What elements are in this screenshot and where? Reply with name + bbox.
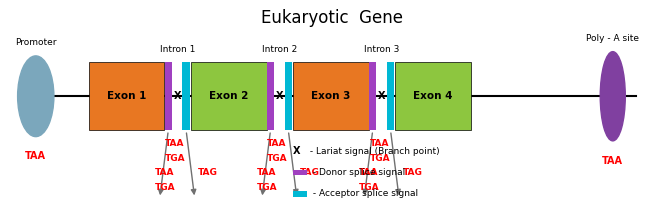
- Bar: [395, 62, 471, 130]
- Bar: [293, 170, 307, 175]
- Text: TGA: TGA: [165, 154, 186, 163]
- Bar: [293, 191, 307, 197]
- Bar: [369, 62, 376, 130]
- Text: TAG: TAG: [300, 169, 320, 177]
- Ellipse shape: [600, 52, 625, 141]
- Text: TAA: TAA: [25, 152, 47, 162]
- Text: Exon 3: Exon 3: [311, 91, 350, 101]
- Text: Intron 2: Intron 2: [262, 45, 297, 54]
- Text: TAA: TAA: [359, 169, 378, 177]
- Bar: [191, 62, 267, 130]
- Text: TAA: TAA: [602, 156, 623, 166]
- Text: TGA: TGA: [267, 154, 288, 163]
- Ellipse shape: [17, 56, 54, 137]
- Text: X: X: [293, 146, 301, 157]
- Text: TAA: TAA: [257, 169, 276, 177]
- Text: TAA: TAA: [154, 169, 174, 177]
- Text: TGA: TGA: [154, 183, 175, 192]
- Bar: [387, 62, 394, 130]
- Text: Exon 4: Exon 4: [414, 91, 453, 101]
- Bar: [165, 62, 172, 130]
- Text: Exon 2: Exon 2: [209, 91, 248, 101]
- Text: TGA: TGA: [359, 183, 380, 192]
- Bar: [293, 62, 369, 130]
- Text: TAA: TAA: [165, 139, 184, 148]
- Text: Poly - A site: Poly - A site: [587, 34, 639, 43]
- Text: TAA: TAA: [370, 139, 389, 148]
- Text: Promoter: Promoter: [15, 38, 57, 47]
- Text: TAA: TAA: [267, 139, 287, 148]
- Bar: [88, 62, 164, 130]
- Bar: [285, 62, 292, 130]
- Text: X: X: [174, 91, 182, 101]
- Text: X: X: [276, 91, 283, 101]
- Text: X: X: [378, 91, 386, 101]
- Bar: [182, 62, 190, 130]
- Text: - Acceptor splice signal: - Acceptor splice signal: [310, 189, 418, 198]
- Text: Eukaryotic  Gene: Eukaryotic Gene: [261, 9, 404, 27]
- Text: TAG: TAG: [402, 169, 422, 177]
- Text: TGA: TGA: [257, 183, 277, 192]
- Bar: [267, 62, 274, 130]
- Text: Intron 3: Intron 3: [364, 45, 400, 54]
- Text: TGA: TGA: [370, 154, 390, 163]
- Text: TAG: TAG: [198, 169, 218, 177]
- Text: - Donor splice signal: - Donor splice signal: [310, 168, 406, 177]
- Text: Exon 1: Exon 1: [107, 91, 146, 101]
- Text: - Lariat signal (Branch point): - Lariat signal (Branch point): [307, 147, 440, 156]
- Text: Intron 1: Intron 1: [160, 45, 196, 54]
